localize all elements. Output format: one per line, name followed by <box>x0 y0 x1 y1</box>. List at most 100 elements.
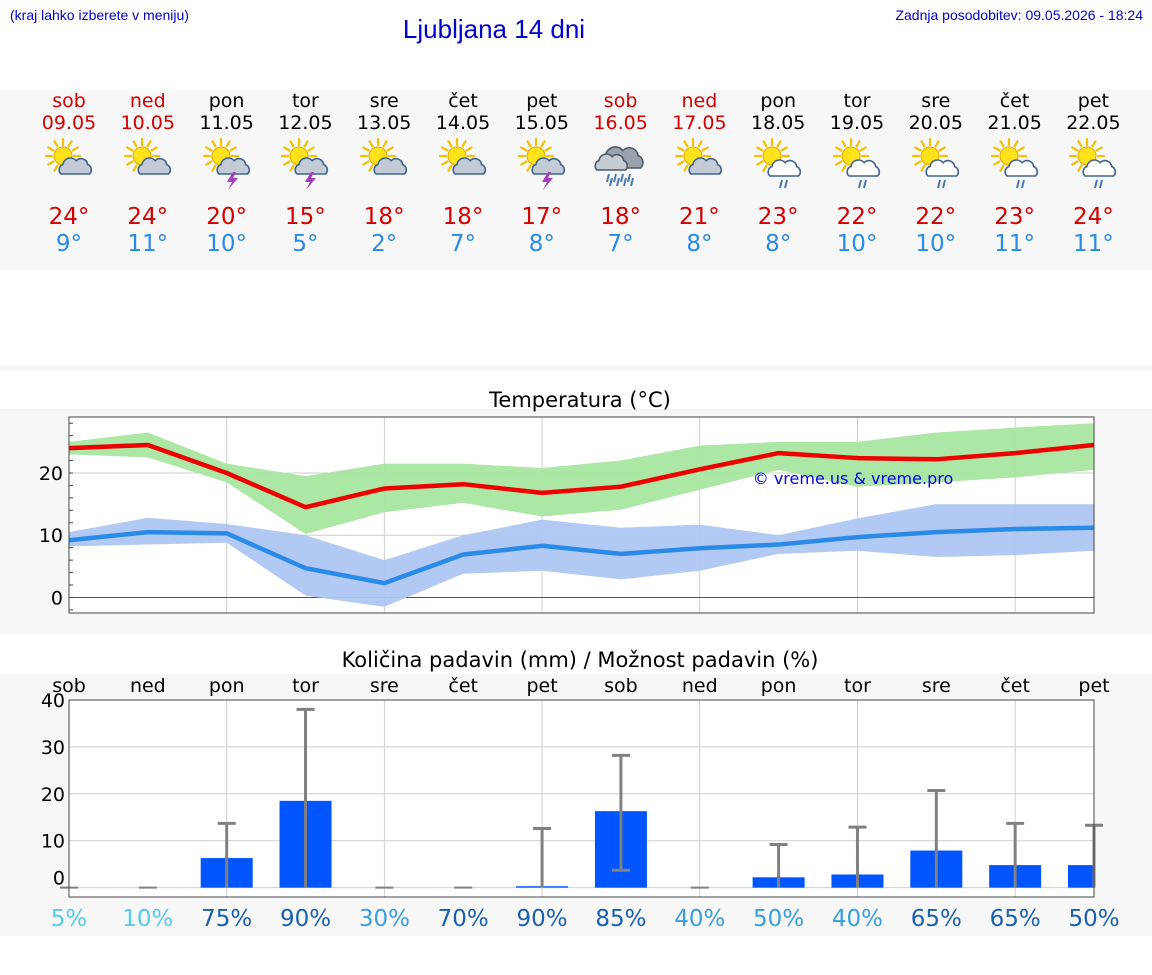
day-column: tor 12.05 15° 5° <box>266 90 345 258</box>
max-temperature: 18° <box>363 204 405 230</box>
divider <box>0 366 1152 370</box>
day-name: čet <box>448 90 478 112</box>
precip-chance-label: 85% <box>595 906 646 932</box>
sun-rain-icon <box>911 137 959 189</box>
day-column: čet 21.05 23° 11° <box>975 90 1054 258</box>
y-tick-label: 10 <box>41 831 65 853</box>
day-name: čet <box>999 90 1030 112</box>
precip-chance-label: 40% <box>674 906 725 932</box>
category-label: sre <box>370 675 399 697</box>
day-date: 13.05 <box>356 112 412 134</box>
precip-chance-label: 50% <box>1068 906 1119 932</box>
category-label: pon <box>209 675 245 697</box>
series-line <box>68 525 1095 586</box>
precip-chance-label: 90% <box>517 906 568 932</box>
category-label: tor <box>292 675 319 697</box>
day-name: pet <box>526 90 558 112</box>
min-temperature: 7° <box>449 231 477 257</box>
day-column: ned 17.05 21° 8° <box>660 90 739 258</box>
category-label: sob <box>604 675 638 697</box>
min-temperature: 11° <box>1073 231 1114 257</box>
max-temperature: 23° <box>757 204 799 230</box>
max-temperature: 24° <box>48 204 90 230</box>
precip-chance-label: 10% <box>122 906 173 932</box>
min-temperature: 11° <box>994 231 1035 257</box>
precipitation-chart-title: Količina padavin (mm) / Možnost padavin … <box>341 648 819 672</box>
min-temperature: 5° <box>292 231 319 257</box>
y-tick-label: 40 <box>41 690 65 712</box>
min-temperature: 7° <box>607 231 634 257</box>
day-date: 11.05 <box>199 112 254 134</box>
max-temperature: 22° <box>836 204 878 230</box>
max-temperature: 18° <box>600 204 641 230</box>
y-tick-label: 20 <box>41 784 65 806</box>
y-tick-label: 30 <box>41 737 65 759</box>
min-temperature: 8° <box>528 231 555 257</box>
sun-cloud-icon <box>438 137 487 175</box>
min-temperature: 9° <box>55 231 83 257</box>
day-column: sre 13.05 18° 2° <box>345 90 424 258</box>
sun-cloud-icon <box>360 137 408 175</box>
max-temperature: 22° <box>915 204 957 230</box>
category-label: pet <box>1078 675 1109 697</box>
day-column: čet 14.05 18° 7° <box>424 90 503 258</box>
series-band <box>69 504 1094 607</box>
y-tick-label: 0 <box>51 587 63 609</box>
day-column: tor 19.05 22° 10° <box>818 90 897 258</box>
precip-chance-label: 65% <box>911 906 962 932</box>
daily-forecast-strip: sob 09.05 24° 9° ned 10.05 24° 11° pon 11.05 20° 10… <box>0 90 1152 270</box>
day-name: pon <box>760 90 797 112</box>
day-column: pon 18.05 23° 8° <box>739 90 818 258</box>
precip-chance-label: 5% <box>51 906 88 932</box>
day-date: 22.05 <box>1066 112 1121 134</box>
watermark: © vreme.us & vreme.pro <box>753 469 954 488</box>
page-title: Ljubljana 14 dni <box>402 14 586 44</box>
day-date: 17.05 <box>672 112 727 134</box>
day-column: ned 10.05 24° 11° <box>108 90 187 258</box>
day-name: ned <box>681 90 718 112</box>
day-date: 10.05 <box>120 112 175 134</box>
sun-thunder-icon <box>281 137 329 190</box>
day-column: sre 20.05 22° 10° <box>896 90 975 258</box>
min-temperature: 11° <box>127 231 169 257</box>
category-label: sob <box>52 675 86 697</box>
plot-border <box>68 699 1095 898</box>
max-temperature: 23° <box>994 204 1035 230</box>
min-temperature: 2° <box>371 231 398 257</box>
day-name: sre <box>921 90 951 112</box>
day-name: sob <box>603 90 638 112</box>
day-column: pet 22.05 24° 11° <box>1054 90 1133 258</box>
y-tick-label: 0 <box>53 868 65 890</box>
precip-chance-label: 40% <box>832 906 883 932</box>
max-temperature: 24° <box>1073 204 1114 230</box>
category-label: tor <box>844 675 871 697</box>
day-column: sob 09.05 24° 9° <box>30 90 109 258</box>
day-name: sob <box>52 90 86 112</box>
day-date: 12.05 <box>278 112 333 134</box>
y-tick-label: 10 <box>39 525 63 547</box>
precip-chance-label: 30% <box>359 906 410 932</box>
sun-thunder-icon <box>202 137 250 190</box>
day-name: tor <box>843 90 871 112</box>
day-column: sob 16.05 18° 7° <box>581 90 660 258</box>
temperature-chart: 0 10 20 © vreme.us & vreme.pro <box>39 416 1095 614</box>
day-date: 15.05 <box>514 112 569 134</box>
category-label: čet <box>1000 675 1030 697</box>
category-label: ned <box>130 675 166 697</box>
max-temperature: 18° <box>442 204 484 230</box>
day-name: sre <box>369 90 399 112</box>
day-name: ned <box>129 90 166 112</box>
temperature-chart-title: Temperatura (°C) <box>489 388 671 412</box>
precip-chance-label: 50% <box>753 906 804 932</box>
series-line <box>68 442 1095 510</box>
day-column: pon 11.05 20° 10° <box>187 90 266 258</box>
category-label: pet <box>526 675 557 697</box>
precip-bar <box>1068 865 1094 888</box>
sun-rain-icon <box>754 137 802 189</box>
day-name: pon <box>208 90 245 112</box>
min-temperature: 10° <box>915 231 957 257</box>
max-temperature: 24° <box>127 204 169 230</box>
max-temperature: 15° <box>285 204 326 230</box>
min-temperature: 10° <box>206 231 247 257</box>
